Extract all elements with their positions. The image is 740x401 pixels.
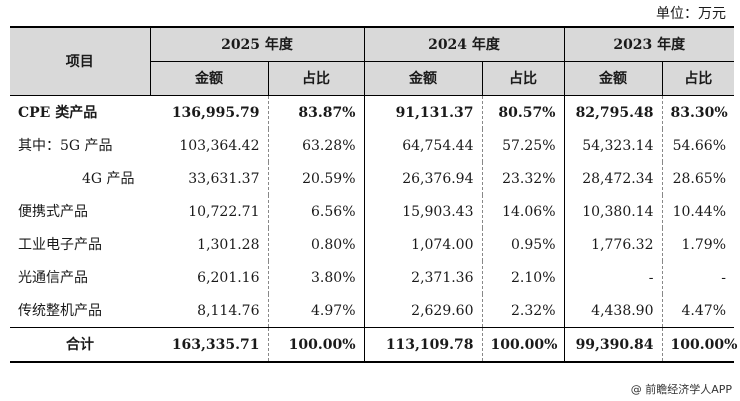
cell-2025-ratio: 100.00% <box>267 327 364 363</box>
cell-2024-amount: 26,376.94 <box>363 162 482 195</box>
header-year-2023: 2023 年度 <box>563 26 734 62</box>
cell-2025-ratio: 83.87% <box>267 95 364 129</box>
row-label: 光通信产品 <box>18 269 88 286</box>
header-amount: 金额 <box>150 61 268 96</box>
row-label: 其中：5G 产品 <box>18 137 113 154</box>
cell-2023-ratio: 1.79% <box>661 228 734 261</box>
revenue-table: 项目 2025 年度 2024 年度 2023 年度 金额 占比 金额 占比 金… <box>10 26 737 363</box>
cell-2024-ratio: 100.00% <box>481 327 564 363</box>
cell-2025-amount: 6,201.16 <box>197 269 260 286</box>
cell-2024-ratio: 14.06% <box>481 195 564 228</box>
source-credit: @ 前瞻经济学人APP <box>630 383 732 396</box>
cell-2024-amount: 64,754.44 <box>363 129 482 162</box>
cell-2024-amount: 2,629.60 <box>363 294 482 328</box>
cell-2024-ratio: 2.32% <box>481 294 564 328</box>
cell-2024-ratio: 57.25% <box>481 129 564 162</box>
total-label: 合计 <box>10 327 150 363</box>
cell-2024-ratio: 2.10% <box>481 261 564 294</box>
row-label: 4G 产品 <box>82 170 135 187</box>
table-row: 工业电子产品 1,301.28 0.80% 1,074.00 0.95% 1,7… <box>10 228 734 261</box>
header-amount: 金额 <box>363 61 482 96</box>
cell-2023-ratio: 54.66% <box>661 129 734 162</box>
cell-2025-amount: 33,631.37 <box>188 170 260 187</box>
table-row: 光通信产品 6,201.16 3.80% 2,371.36 2.10% - - <box>10 261 734 294</box>
cell-2023-amount: 1,776.32 <box>563 228 662 261</box>
cell-2024-amount: 15,903.43 <box>363 195 482 228</box>
cell-2023-amount: 82,795.48 <box>563 95 662 129</box>
cell-2023-ratio: 83.30% <box>661 95 734 129</box>
cell-2025-amount: 136,995.79 <box>150 95 268 129</box>
cell-2023-amount: 99,390.84 <box>563 327 662 363</box>
cell-2025-ratio: 4.97% <box>267 294 364 328</box>
cell-2023-amount: 4,438.90 <box>563 294 662 328</box>
cell-2023-amount: 54,323.14 <box>563 129 662 162</box>
cell-2024-amount: 1,074.00 <box>363 228 482 261</box>
cell-2024-ratio: 0.95% <box>481 228 564 261</box>
cell-2024-amount: 113,109.78 <box>363 327 482 363</box>
cell-2025-ratio: 0.80% <box>267 228 364 261</box>
unit-label: 单位：万元 <box>656 6 726 22</box>
cell-2025-amount: 103,364.42 <box>179 137 260 154</box>
header-ratio: 占比 <box>267 61 364 96</box>
cell-2024-ratio: 80.57% <box>481 95 564 129</box>
cell-2023-ratio: 4.47% <box>661 294 734 328</box>
cell-2025-ratio: 20.59% <box>267 162 364 195</box>
header-ratio: 占比 <box>481 61 564 96</box>
table-row: 传统整机产品 8,114.76 4.97% 2,629.60 2.32% 4,4… <box>10 294 734 328</box>
cell-2023-ratio: 100.00% <box>661 327 737 363</box>
row-label: 传统整机产品 <box>18 302 102 319</box>
header-item: 项目 <box>10 26 151 96</box>
row-label: 工业电子产品 <box>18 236 102 253</box>
header-year-2024: 2024 年度 <box>363 26 564 62</box>
total-row: 合计 163,335.71 100.00% 113,109.78 100.00%… <box>10 327 737 363</box>
cell-2025-amount: 1,301.28 <box>197 236 260 253</box>
table-row: 其中：5G 产品 103,364.42 63.28% 64,754.44 57.… <box>10 129 734 162</box>
header-ratio: 占比 <box>661 61 734 96</box>
row-label: CPE 类产品 <box>10 95 150 129</box>
cell-2024-amount: 2,371.36 <box>363 261 482 294</box>
cell-2023-amount: 10,380.14 <box>563 195 662 228</box>
cell-2023-ratio: 28.65% <box>661 162 734 195</box>
cell-2023-amount: - <box>563 261 662 294</box>
header-year-2025: 2025 年度 <box>150 26 364 62</box>
cell-2023-ratio: - <box>661 261 734 294</box>
cell-2025-amount: 8,114.76 <box>197 302 260 319</box>
row-label: 便携式产品 <box>18 203 88 220</box>
cell-2024-ratio: 23.32% <box>481 162 564 195</box>
table-row: 便携式产品 10,722.71 6.56% 15,903.43 14.06% 1… <box>10 195 734 228</box>
cell-2025-ratio: 6.56% <box>267 195 364 228</box>
table-row: 4G 产品 33,631.37 20.59% 26,376.94 23.32% … <box>10 162 734 195</box>
table-row: CPE 类产品 136,995.79 83.87% 91,131.37 80.5… <box>10 95 734 129</box>
cell-2025-amount: 10,722.71 <box>188 203 260 220</box>
cell-2024-amount: 91,131.37 <box>363 95 482 129</box>
header-amount: 金额 <box>563 61 662 96</box>
cell-2025-ratio: 63.28% <box>267 129 364 162</box>
cell-2025-ratio: 3.80% <box>267 261 364 294</box>
cell-2025-amount: 163,335.71 <box>150 327 268 363</box>
cell-2023-amount: 28,472.34 <box>563 162 662 195</box>
cell-2023-ratio: 10.44% <box>661 195 734 228</box>
